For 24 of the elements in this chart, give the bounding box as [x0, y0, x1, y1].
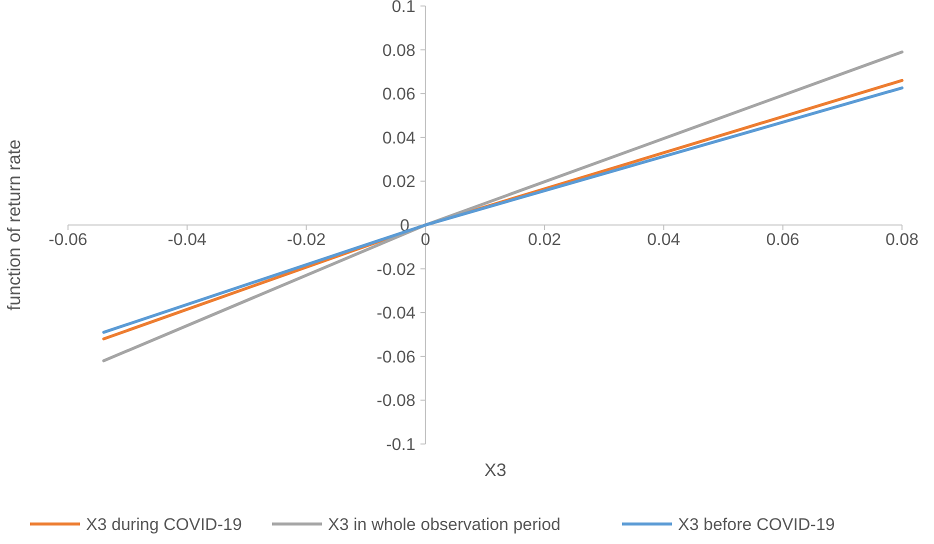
x-tick-label: 0.04 — [647, 230, 680, 249]
y-tick-label: 0 — [400, 216, 410, 235]
legend-label: X3 before COVID-19 — [678, 515, 835, 534]
y-tick-label: 0.1 — [392, 0, 416, 16]
y-axis-title: function of return rate — [4, 139, 24, 311]
x-tick-label: 0.02 — [528, 230, 562, 249]
x-tick-label: 0 — [420, 230, 430, 249]
x-tick-label: -0.04 — [168, 230, 207, 249]
y-tick-label: -0.08 — [376, 391, 416, 410]
y-tick-label: 0.06 — [382, 84, 416, 104]
y-tick-label: 0.08 — [382, 40, 416, 60]
x-tick-label: -0.06 — [48, 230, 88, 249]
y-tick-label: -0.02 — [376, 260, 416, 279]
y-tick-label: 0.04 — [382, 128, 416, 148]
y-tick-label: -0.1 — [386, 435, 416, 454]
x-axis-title: X3 — [484, 460, 506, 480]
y-tick-label: 0.02 — [382, 172, 416, 192]
x-tick-label: 0.08 — [885, 230, 919, 249]
x-tick-label: -0.02 — [286, 230, 326, 249]
y-tick-label: -0.06 — [376, 347, 416, 366]
legend-label: X3 during COVID-19 — [86, 515, 242, 534]
y-tick-label: -0.04 — [376, 304, 416, 323]
legend-label: X3 in whole observation period — [328, 515, 560, 534]
x-tick-label: 0.06 — [766, 230, 800, 249]
